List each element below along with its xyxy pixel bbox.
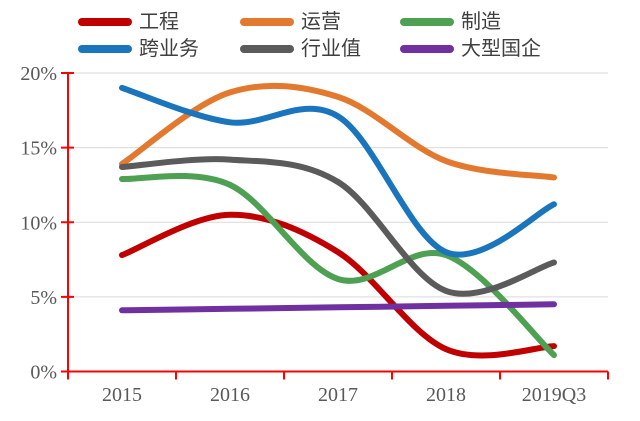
series-line-5 — [119, 301, 557, 314]
legend-item-3: 跨业务 — [78, 36, 199, 62]
y-tick-label: 0% — [30, 362, 57, 384]
x-tick-label: 2018 — [426, 384, 466, 406]
legend-item-2: 制造 — [400, 9, 501, 35]
series-line-2 — [119, 172, 557, 359]
legend-swatch-icon — [78, 18, 132, 26]
legend-item-1: 运营 — [240, 9, 341, 35]
legend-swatch-icon — [240, 45, 294, 53]
legend-item-0: 工程 — [78, 9, 179, 35]
series-line-1 — [119, 82, 557, 181]
legend-label: 大型国企 — [461, 38, 541, 60]
series-line-0 — [119, 211, 557, 359]
x-tick-label: 2017 — [318, 384, 358, 406]
legend-label: 行业值 — [301, 38, 361, 60]
x-tick-label: 2016 — [210, 384, 250, 406]
legend-swatch-icon — [240, 18, 294, 26]
legend-label: 制造 — [461, 11, 501, 33]
legend-swatch-icon — [400, 18, 454, 26]
series-line-4 — [119, 156, 557, 297]
x-tick-label: 2015 — [102, 384, 142, 406]
legend-label: 工程 — [139, 11, 179, 33]
legend-item-5: 大型国企 — [400, 36, 541, 62]
legend-label: 跨业务 — [139, 38, 199, 60]
chart-legend: 工程 运营 制造跨业务 行业值 大型国企 — [0, 0, 640, 64]
legend-label: 运营 — [301, 11, 341, 33]
legend-swatch-icon — [400, 45, 454, 53]
y-tick-label: 5% — [30, 287, 57, 309]
series-line-3 — [119, 84, 557, 258]
y-tick-label: 20% — [20, 63, 57, 85]
legend-swatch-icon — [78, 45, 132, 53]
y-tick-label: 15% — [20, 138, 57, 160]
legend-item-4: 行业值 — [240, 36, 361, 62]
x-tick-label: 2019Q3 — [522, 384, 586, 406]
y-tick-label: 10% — [20, 212, 57, 234]
